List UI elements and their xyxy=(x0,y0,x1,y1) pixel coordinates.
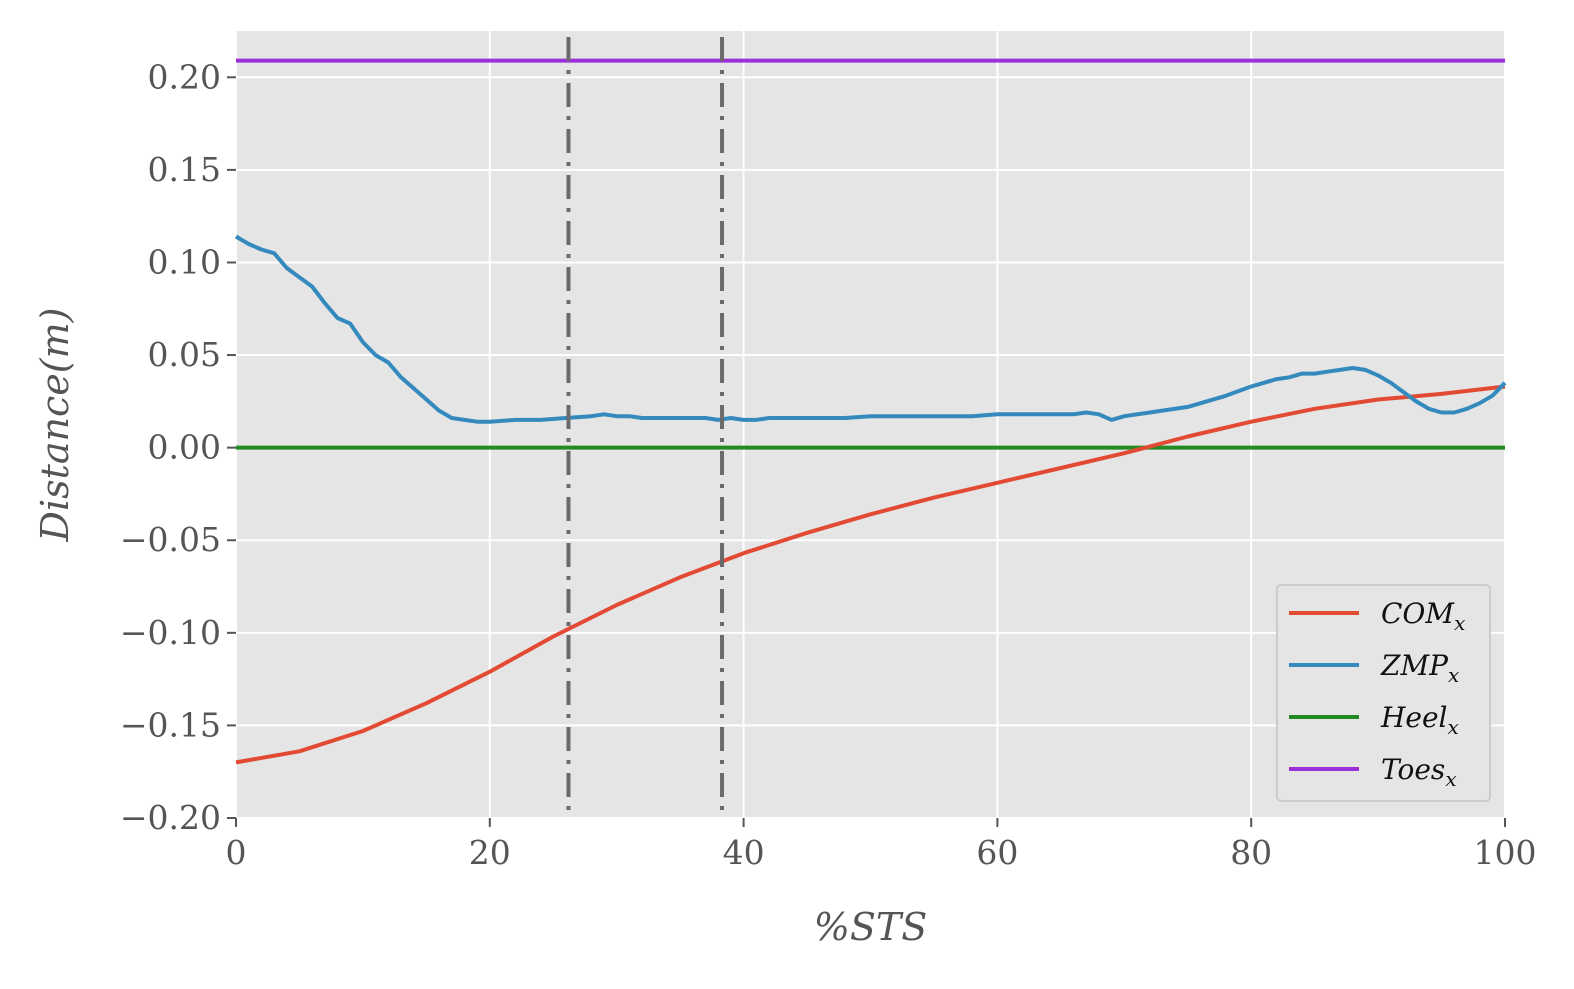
y-tick-label: 0.20 xyxy=(148,57,221,96)
y-tick-label: 0.15 xyxy=(148,150,221,189)
ticks: 0 20 40 60 80 100 −0.20 −0.15 −0.10 −0.05 0.00 0.05… xyxy=(120,57,1537,872)
x-tick-label: 0 xyxy=(226,833,247,872)
y-tick-label: −0.15 xyxy=(120,705,221,744)
series-line-zmp xyxy=(234,234,1507,424)
x-tick-label: 100 xyxy=(1474,833,1537,872)
x-tick-label: 40 xyxy=(723,833,765,872)
legend-entry: Heelx xyxy=(1380,701,1459,739)
y-tick-label: −0.10 xyxy=(120,613,221,652)
y-tick-label: 0.00 xyxy=(148,428,221,467)
x-axis-label: %STS xyxy=(814,905,928,949)
legend-entry: Toesx xyxy=(1381,753,1457,791)
y-tick-label: 0.05 xyxy=(148,335,221,374)
y-tick-label: 0.10 xyxy=(148,242,221,281)
x-tick-label: 80 xyxy=(1230,833,1272,872)
series-layer xyxy=(234,58,1507,765)
y-tick-label: −0.20 xyxy=(120,798,221,837)
legend: COMx ZMPx Heelx Toesx xyxy=(1276,584,1491,802)
x-tick-label: 60 xyxy=(976,833,1018,872)
x-tick-label: 20 xyxy=(469,833,511,872)
y-tick-label: −0.05 xyxy=(120,520,221,559)
series-line-com xyxy=(235,384,1506,765)
legend-box xyxy=(1276,584,1491,802)
legend-entry: ZMPx xyxy=(1380,649,1459,687)
vline-layer xyxy=(566,37,725,818)
y-axis-label: Distance(m) xyxy=(33,308,77,543)
legend-entry: COMx xyxy=(1381,597,1465,635)
